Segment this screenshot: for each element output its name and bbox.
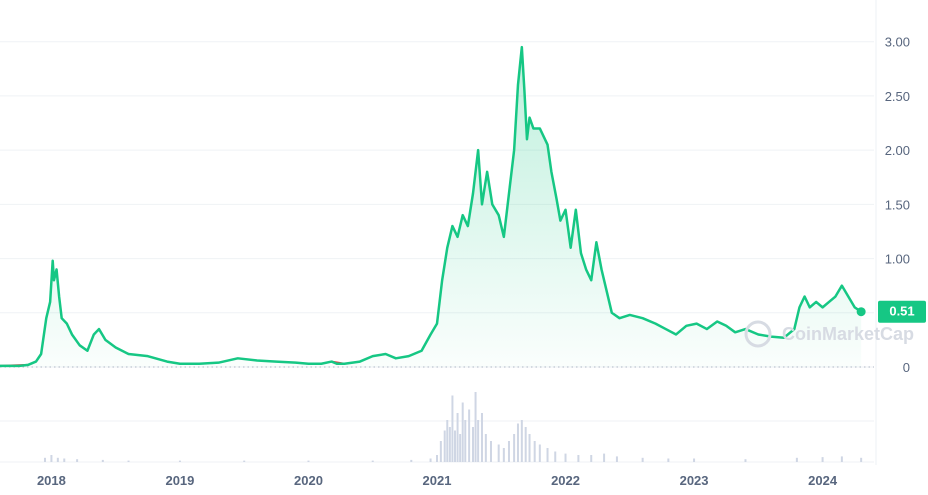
volume-bar	[507, 441, 510, 462]
volume-bar	[546, 448, 549, 462]
x-tick-label: 2018	[37, 473, 66, 488]
volume-bar	[590, 455, 593, 462]
volume-bar	[56, 457, 59, 462]
y-tick-label: 0	[903, 360, 910, 375]
volume-bar	[446, 420, 449, 462]
volume-bar	[641, 457, 644, 462]
volume-bar	[371, 460, 374, 462]
volume-bar	[63, 458, 66, 462]
volume-bar	[516, 423, 519, 462]
label-layer: 0 1.00 1.50 2.00 2.50 3.00 2018 2019 2020 2021 202…	[37, 35, 926, 488]
volume-bar	[538, 444, 541, 462]
volume-bar	[459, 434, 462, 462]
y-tick-label: 3.00	[885, 35, 910, 50]
volume-bar	[564, 453, 567, 462]
volume-bar	[667, 458, 670, 462]
x-tick-label: 2022	[551, 473, 580, 488]
volume-bar	[307, 460, 310, 462]
line-layer	[0, 45, 866, 368]
volume-bar	[436, 455, 438, 462]
y-tick-label: 2.50	[885, 89, 910, 104]
volume-bar	[513, 434, 516, 462]
current-price-point	[856, 307, 866, 317]
volume-bar	[429, 458, 432, 462]
volume-bar	[461, 402, 464, 462]
volume-bar	[577, 455, 580, 462]
volume-bar	[480, 413, 483, 462]
volume-bar	[453, 430, 456, 462]
volume-bar	[468, 409, 471, 462]
area-layer	[0, 47, 862, 368]
x-tick-label: 2019	[165, 473, 194, 488]
grid-layer	[0, 0, 877, 465]
volume-bar	[744, 459, 747, 462]
volume-bar	[693, 458, 696, 462]
watermark-logo-icon	[744, 320, 772, 348]
volume-bar	[439, 441, 442, 462]
volume-bar	[615, 456, 618, 462]
current-price-badge	[878, 300, 926, 323]
volume-bar	[443, 430, 446, 462]
volume-bar	[43, 457, 46, 462]
volume-bar	[795, 457, 798, 462]
x-tick-label: 2023	[680, 473, 709, 488]
volume-bar	[489, 441, 492, 462]
volume-bar	[127, 460, 130, 462]
volume-bar	[101, 459, 104, 462]
volume-bar	[243, 460, 246, 462]
volume-bar	[474, 392, 477, 462]
volume-bar	[528, 434, 531, 462]
volume-bar	[484, 434, 487, 462]
x-tick-label: 2021	[423, 473, 452, 488]
volume-bar	[477, 420, 480, 462]
volume-bar	[456, 413, 459, 462]
y-tick-label: 1.00	[885, 252, 910, 267]
volume-bar	[603, 453, 606, 462]
volume-layer	[43, 392, 863, 462]
volume-bar	[178, 460, 181, 462]
volume-bar	[524, 427, 527, 462]
price-line	[0, 45, 863, 368]
volume-bar	[860, 457, 863, 462]
y-tick-label: 2.00	[885, 143, 910, 158]
volume-bar	[533, 441, 536, 462]
volume-bar	[520, 420, 523, 462]
volume-bar	[76, 459, 79, 462]
watermark-text: CoinMarketCap	[782, 324, 914, 344]
volume-bar	[410, 459, 413, 462]
current-price-label: 0.51	[889, 304, 914, 319]
y-tick-label: 1.50	[885, 197, 910, 212]
x-tick-label: 2024	[808, 473, 838, 488]
x-tick-label: 2020	[294, 473, 323, 488]
price-area	[0, 47, 862, 368]
volume-bar	[554, 451, 557, 462]
volume-bar	[464, 420, 467, 462]
volume-bar	[502, 448, 505, 462]
volume-bar	[821, 457, 824, 462]
volume-bar	[471, 427, 474, 462]
volume-bar	[50, 455, 53, 462]
volume-bar	[840, 456, 843, 462]
volume-bar	[451, 395, 454, 462]
volume-bar	[497, 444, 500, 462]
volume-bar	[448, 427, 451, 462]
